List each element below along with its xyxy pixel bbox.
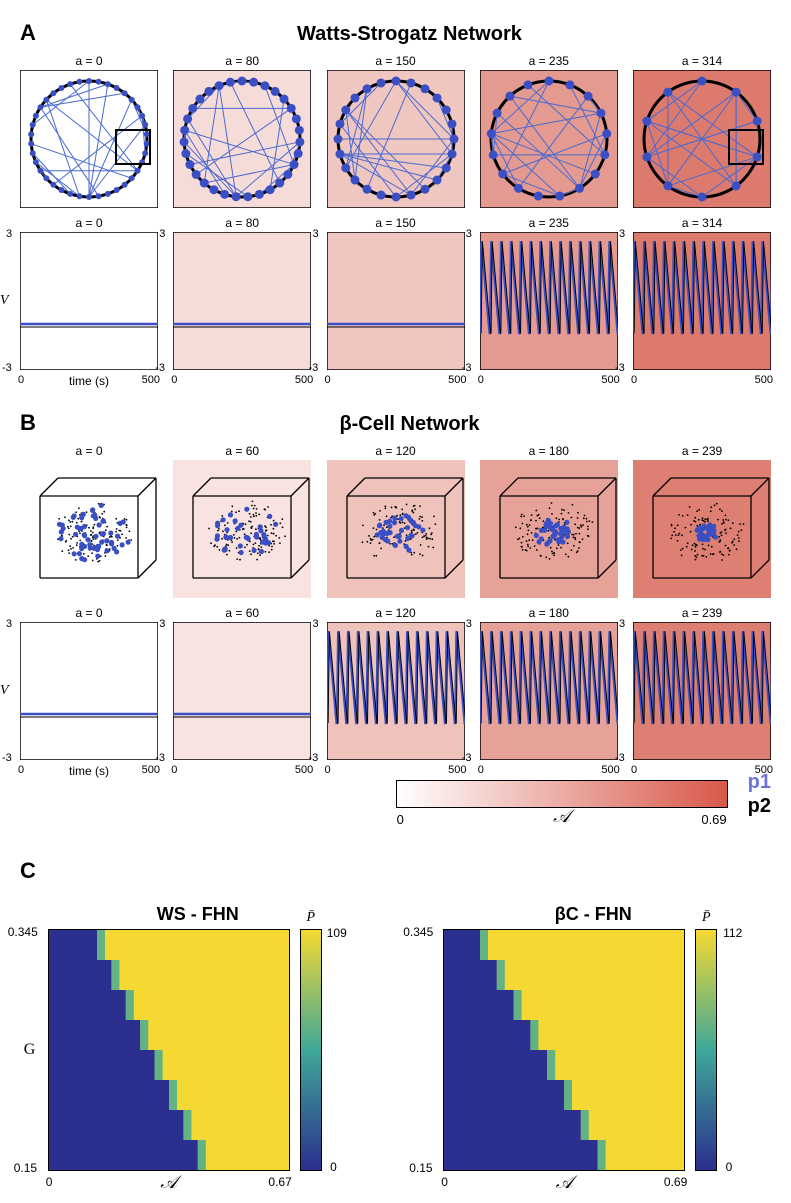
cbar-tick-min: 0 (330, 1160, 337, 1174)
a-value-label: a = 314 (633, 216, 771, 230)
heatmap-title: WS - FHN (48, 904, 348, 925)
a-value-label: a = 120 (327, 444, 465, 458)
a-value-label: a = 239 (633, 444, 771, 458)
a-colorbar: 0 𝒜 0.69 (396, 780, 728, 808)
x-axis-label: 𝒜 (556, 1172, 573, 1193)
a-value-label: a = 235 (480, 216, 618, 230)
ws-network-cell: a = 235 (480, 70, 618, 208)
a-value-label: a = 80 (173, 216, 311, 230)
panel-c-heatmap-row: WS - FHN 0.345 G 0.15 0 𝒜 0.67 P̄ 109 0 (20, 904, 771, 1171)
a-value-label: a = 0 (20, 444, 158, 458)
heatmap-colorbar: P̄ 112 0 (695, 929, 717, 1171)
panel-c-label: C (20, 858, 36, 883)
p-labels: p1 p2 (748, 770, 771, 818)
x-tick-max: 0.67 (268, 1175, 291, 1189)
panel-b-label: B (20, 410, 36, 436)
cbar-tick-max: 109 (327, 926, 347, 940)
beta-trace-cell: a = 239 3-30500 (633, 622, 771, 760)
ws-trace-cell: a = 80 3-30500 (173, 232, 311, 370)
y-axis-label: V (0, 683, 9, 699)
panel-a-network-row: a = 0 a = 80 a = 150 a = 235 a = 314 (20, 70, 771, 208)
panel-b-trace-row: a = 0 3-30500V time (s)a = 60 3-30500a =… (20, 622, 771, 760)
ws-trace-cell: a = 314 3-30500 (633, 232, 771, 370)
beta-trace-cell: a = 180 3-30500 (480, 622, 618, 760)
a-value-label: a = 314 (633, 54, 771, 68)
p2-label: p2 (748, 794, 771, 818)
beta-network-cell: a = 60 (173, 460, 311, 598)
a-value-label: a = 150 (327, 216, 465, 230)
a-value-label: a = 0 (20, 606, 158, 620)
y-tick-max: 0.345 (403, 925, 433, 939)
x-tick-min: 0 (46, 1175, 53, 1189)
ws-trace-cell: a = 150 3-30500 (327, 232, 465, 370)
a-value-label: a = 120 (327, 606, 465, 620)
heatmap (48, 929, 290, 1171)
x-axis-label: time (s) (69, 374, 109, 388)
ws-network-cell: a = 80 (173, 70, 311, 208)
cbar-label: P̄ (702, 910, 711, 926)
panel-a: A Watts-Strogatz Network a = 0 a = 80 a … (20, 20, 771, 370)
ws-trace-cell: a = 0 3-30500V time (s) (20, 232, 158, 370)
panel-a-label: A (20, 20, 36, 46)
beta-trace-cell: a = 120 3-30500 (327, 622, 465, 760)
heatmap-block: WS - FHN 0.345 G 0.15 0 𝒜 0.67 P̄ 109 0 (48, 904, 348, 1171)
a-value-label: a = 235 (480, 54, 618, 68)
x-axis-label: 𝒜 (160, 1172, 177, 1193)
colorbar-axis-label: 𝒜 (553, 806, 570, 827)
x-tick-max: 0.69 (664, 1175, 687, 1189)
heatmap-colorbar: P̄ 109 0 (300, 929, 322, 1171)
y-axis-label: G (24, 1041, 36, 1059)
beta-network-cell: a = 120 (327, 460, 465, 598)
beta-trace-cell: a = 0 3-30500V time (s) (20, 622, 158, 760)
panel-c: C WS - FHN 0.345 G 0.15 0 𝒜 0.67 P̄ 109 (20, 858, 771, 1171)
y-tick-min: 0.15 (409, 1161, 432, 1175)
panel-b-network-row: a = 0 a = 60 a = 120 a = 180 a = 239 (20, 460, 771, 598)
ws-network-cell: a = 0 (20, 70, 158, 208)
cbar-tick-max: 112 (723, 926, 742, 940)
a-value-label: a = 0 (20, 216, 158, 230)
beta-network-cell: a = 0 (20, 460, 158, 598)
x-axis-label: time (s) (69, 764, 109, 778)
ws-network-cell: a = 314 (633, 70, 771, 208)
beta-network-cell: a = 180 (480, 460, 618, 598)
a-value-label: a = 60 (173, 606, 311, 620)
a-value-label: a = 180 (480, 444, 618, 458)
heatmap-block: βC - FHN 0.345 0.15 0 𝒜 0.69 P̄ 112 0 (443, 904, 743, 1171)
colorbar-min: 0 (397, 812, 404, 827)
y-tick-max: 0.345 (8, 925, 38, 939)
cbar-tick-min: 0 (726, 1160, 733, 1174)
cbar-label: P̄ (306, 910, 315, 926)
a-value-label: a = 80 (173, 54, 311, 68)
ws-network-cell: a = 150 (327, 70, 465, 208)
panel-a-trace-row: a = 0 3-30500V time (s)a = 80 3-30500a =… (20, 232, 771, 370)
heatmap (443, 929, 685, 1171)
y-axis-label: V (0, 293, 9, 309)
figure-root: A Watts-Strogatz Network a = 0 a = 80 a … (20, 20, 771, 1171)
a-value-label: a = 180 (480, 606, 618, 620)
y-tick-min: 0.15 (14, 1161, 37, 1175)
colorbar-container: 0 𝒜 0.69 p1 p2 (20, 770, 771, 818)
panel-a-title: Watts-Strogatz Network (48, 23, 771, 46)
a-value-label: a = 150 (327, 54, 465, 68)
panel-b: B β-Cell Network a = 0 a = 60 a = 120 a … (20, 410, 771, 818)
a-value-label: a = 60 (173, 444, 311, 458)
x-tick-min: 0 (441, 1175, 448, 1189)
colorbar-max: 0.69 (701, 812, 726, 827)
beta-trace-cell: a = 60 3-30500 (173, 622, 311, 760)
ws-trace-cell: a = 235 3-30500 (480, 232, 618, 370)
heatmap-title: βC - FHN (443, 904, 743, 925)
panel-b-title: β-Cell Network (48, 413, 771, 436)
beta-network-cell: a = 239 (633, 460, 771, 598)
a-value-label: a = 0 (20, 54, 158, 68)
a-value-label: a = 239 (633, 606, 771, 620)
